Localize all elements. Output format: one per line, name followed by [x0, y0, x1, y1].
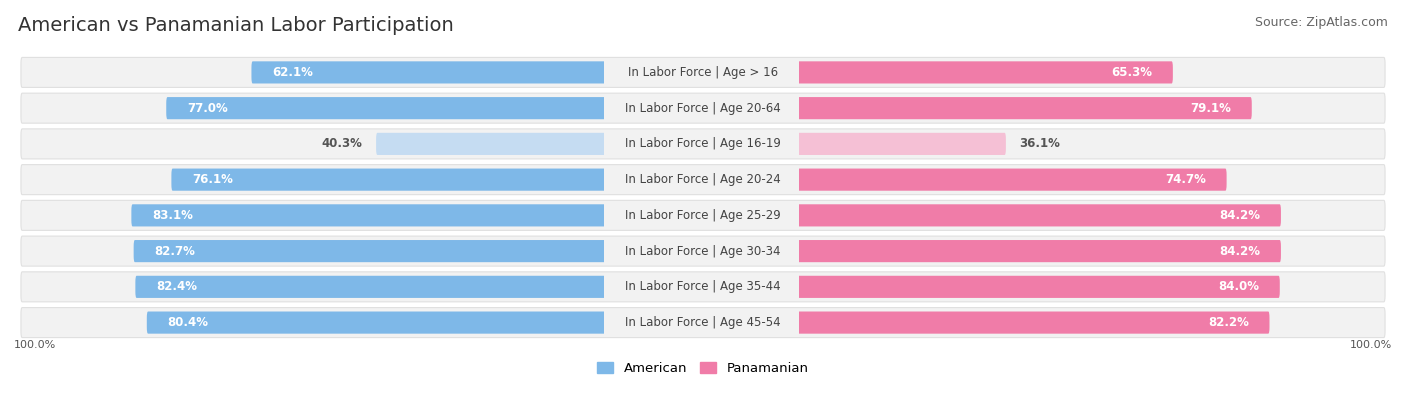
FancyBboxPatch shape — [146, 312, 609, 334]
Text: In Labor Force | Age 35-44: In Labor Force | Age 35-44 — [626, 280, 780, 293]
Text: 80.4%: 80.4% — [167, 316, 208, 329]
FancyBboxPatch shape — [797, 240, 1281, 262]
Text: Source: ZipAtlas.com: Source: ZipAtlas.com — [1254, 16, 1388, 29]
FancyBboxPatch shape — [21, 236, 1385, 266]
Text: 82.4%: 82.4% — [156, 280, 197, 293]
Bar — [605, 204, 610, 227]
Text: 76.1%: 76.1% — [193, 173, 233, 186]
Text: 65.3%: 65.3% — [1111, 66, 1152, 79]
Text: 82.7%: 82.7% — [155, 245, 195, 258]
Bar — [793, 61, 800, 84]
FancyBboxPatch shape — [131, 204, 609, 226]
FancyBboxPatch shape — [21, 93, 1385, 123]
Bar — [605, 275, 610, 298]
FancyBboxPatch shape — [797, 169, 1226, 191]
FancyBboxPatch shape — [797, 97, 1251, 119]
Text: 84.0%: 84.0% — [1218, 280, 1260, 293]
FancyBboxPatch shape — [252, 61, 609, 83]
Text: American vs Panamanian Labor Participation: American vs Panamanian Labor Participati… — [18, 16, 454, 35]
Text: 74.7%: 74.7% — [1166, 173, 1206, 186]
FancyBboxPatch shape — [375, 133, 609, 155]
Text: In Labor Force | Age 45-54: In Labor Force | Age 45-54 — [626, 316, 780, 329]
Text: 83.1%: 83.1% — [152, 209, 193, 222]
Text: 79.1%: 79.1% — [1191, 102, 1232, 115]
Legend: American, Panamanian: American, Panamanian — [592, 356, 814, 380]
FancyBboxPatch shape — [797, 204, 1281, 226]
FancyBboxPatch shape — [135, 276, 609, 298]
Bar — [793, 97, 800, 120]
Text: In Labor Force | Age 25-29: In Labor Force | Age 25-29 — [626, 209, 780, 222]
Bar — [605, 311, 610, 334]
Bar — [793, 204, 800, 227]
Bar — [605, 168, 610, 191]
Bar — [605, 97, 610, 120]
FancyBboxPatch shape — [797, 61, 1173, 83]
Text: 82.2%: 82.2% — [1208, 316, 1249, 329]
Text: 100.0%: 100.0% — [14, 340, 56, 350]
Text: 40.3%: 40.3% — [322, 137, 363, 150]
Bar — [793, 168, 800, 191]
Bar — [605, 61, 610, 84]
Text: In Labor Force | Age 20-64: In Labor Force | Age 20-64 — [626, 102, 780, 115]
Bar — [605, 240, 610, 263]
FancyBboxPatch shape — [797, 312, 1270, 334]
FancyBboxPatch shape — [797, 133, 1005, 155]
FancyBboxPatch shape — [172, 169, 609, 191]
Bar — [605, 132, 610, 155]
Bar — [793, 132, 800, 155]
Text: 36.1%: 36.1% — [1019, 137, 1060, 150]
Text: 84.2%: 84.2% — [1219, 245, 1260, 258]
FancyBboxPatch shape — [797, 276, 1279, 298]
Text: 84.2%: 84.2% — [1219, 209, 1260, 222]
Text: In Labor Force | Age 30-34: In Labor Force | Age 30-34 — [626, 245, 780, 258]
FancyBboxPatch shape — [21, 57, 1385, 87]
FancyBboxPatch shape — [21, 129, 1385, 159]
Text: In Labor Force | Age > 16: In Labor Force | Age > 16 — [628, 66, 778, 79]
FancyBboxPatch shape — [21, 200, 1385, 230]
Text: 62.1%: 62.1% — [273, 66, 314, 79]
FancyBboxPatch shape — [166, 97, 609, 119]
Bar — [793, 311, 800, 334]
FancyBboxPatch shape — [21, 308, 1385, 338]
FancyBboxPatch shape — [21, 272, 1385, 302]
FancyBboxPatch shape — [21, 165, 1385, 195]
Text: In Labor Force | Age 20-24: In Labor Force | Age 20-24 — [626, 173, 780, 186]
Text: In Labor Force | Age 16-19: In Labor Force | Age 16-19 — [626, 137, 780, 150]
Bar — [793, 275, 800, 298]
Text: 77.0%: 77.0% — [187, 102, 228, 115]
Text: 100.0%: 100.0% — [1350, 340, 1392, 350]
FancyBboxPatch shape — [134, 240, 609, 262]
Bar — [793, 240, 800, 263]
